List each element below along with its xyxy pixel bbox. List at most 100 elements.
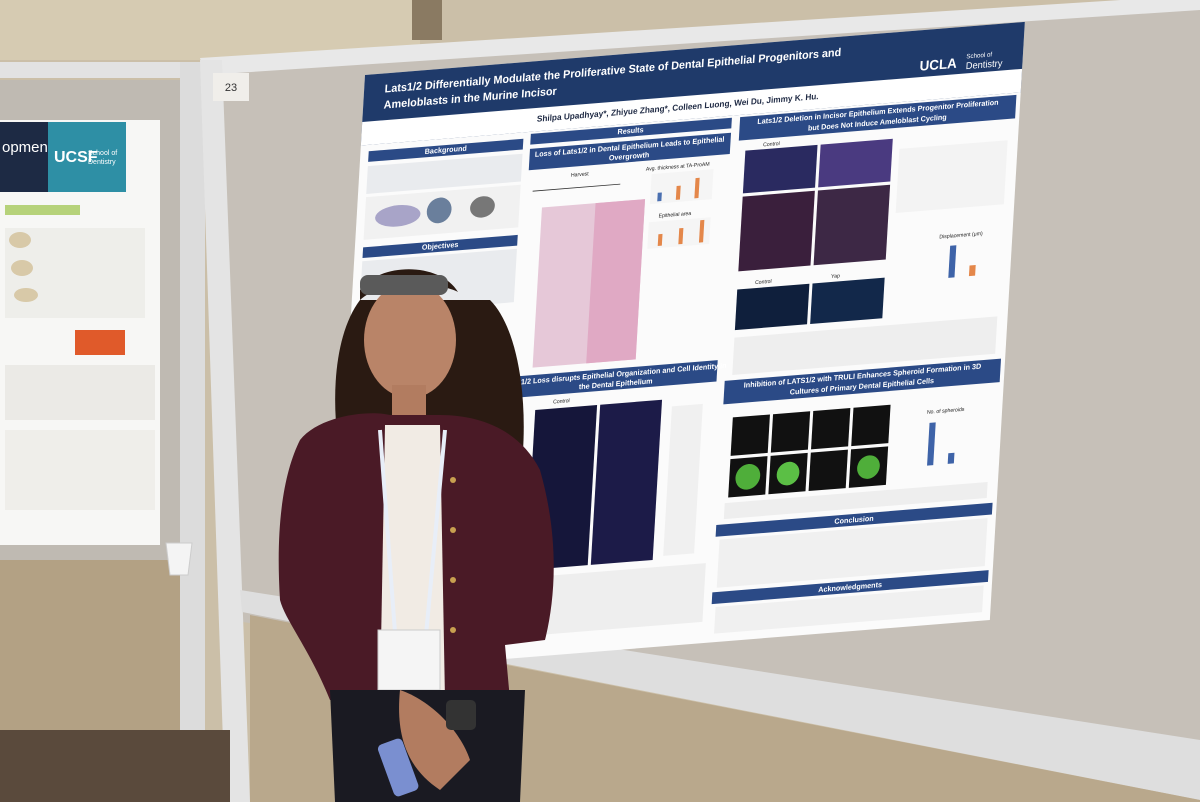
name-badge	[377, 629, 441, 691]
chart-title: No. of spheroids	[927, 407, 965, 416]
side-poster-section	[5, 205, 80, 215]
watch	[446, 700, 476, 730]
fluorescence-figure	[734, 283, 810, 331]
button	[450, 627, 456, 633]
person	[278, 269, 554, 802]
section-header	[715, 502, 993, 537]
timeline	[532, 183, 621, 192]
button	[450, 477, 456, 483]
panel-label: Control	[755, 279, 772, 286]
section-header	[515, 360, 718, 398]
text-block	[716, 518, 988, 588]
fluorescence-figure	[590, 399, 663, 565]
side-poster-text-block	[5, 365, 155, 420]
section-title: Background	[424, 143, 467, 156]
panel-label: Control	[553, 398, 570, 405]
section-title: Results	[617, 125, 644, 136]
text-block	[366, 153, 523, 194]
author-band	[360, 68, 1023, 146]
fluorescence-figure	[818, 138, 893, 188]
text-block	[723, 481, 988, 520]
spheroid-image	[808, 449, 848, 492]
main-board-frame	[200, 60, 250, 802]
bar-shape	[657, 192, 662, 202]
chart-title: Avg. thickness at TA-ProAM	[646, 162, 710, 173]
chart-area	[895, 140, 1008, 213]
fluorescence-figure	[738, 190, 815, 272]
floor	[0, 730, 230, 802]
bar-shape	[698, 219, 705, 243]
sunglasses	[360, 275, 448, 295]
figure-shape	[470, 196, 495, 218]
ucla-logo-school: Dentistry	[965, 58, 1003, 72]
button	[450, 527, 456, 533]
paper-cup	[165, 542, 193, 576]
ucla-logo-school: School of	[966, 51, 992, 60]
spheroid-image	[770, 411, 811, 453]
chart-title: Displacement (μm)	[939, 231, 983, 241]
bar-shape	[678, 227, 684, 245]
side-poster-logo: UCSF	[54, 149, 98, 166]
side-poster-text-block	[5, 430, 155, 510]
wall-strip	[412, 0, 442, 40]
bar-shape	[948, 245, 957, 278]
histology-figure	[586, 199, 646, 364]
left-board-frame	[0, 62, 190, 78]
fluorescence-figure	[810, 277, 885, 325]
left-board-frame	[180, 62, 205, 802]
side-poster-title: opment	[2, 139, 53, 156]
spheroid	[735, 463, 761, 490]
button	[450, 577, 456, 583]
section-header	[723, 358, 1002, 405]
side-poster-logo-box	[48, 122, 126, 192]
text-block	[714, 585, 984, 634]
panel-label: Control	[763, 141, 780, 148]
fluorescence-figure	[742, 144, 818, 194]
side-poster-figure-shape	[9, 232, 31, 248]
fluorescence-figure	[813, 184, 891, 266]
bar-shape	[947, 452, 955, 464]
section-header	[528, 132, 732, 171]
text-block	[732, 316, 998, 375]
side-poster-figure-shape	[14, 288, 38, 302]
spheroid-image	[730, 414, 770, 456]
spheroid	[776, 461, 800, 486]
side-poster-header	[0, 122, 48, 192]
section-title: Conclusion	[834, 514, 874, 526]
spheroid-image	[851, 404, 891, 447]
main-board-frame	[200, 0, 1200, 75]
timeline-label: Harvest	[571, 171, 590, 179]
side-poster-logo-school: School of	[88, 150, 117, 157]
board-number-card	[213, 73, 249, 101]
section-header	[362, 234, 518, 259]
section-title: Overgrowth	[609, 150, 650, 162]
section-title: Objectives	[422, 240, 459, 252]
side-poster-figure-heatmap	[75, 330, 125, 355]
section-header	[711, 570, 989, 605]
side-poster-figure-shape	[11, 260, 33, 276]
side-poster: opment UCSF School of Dentistry	[0, 120, 160, 545]
section-header	[368, 138, 524, 162]
chart-area	[663, 403, 703, 556]
bar-shape	[927, 422, 936, 466]
ucla-logo: UCLA	[919, 56, 957, 74]
bar-shape	[968, 265, 976, 277]
bar-shape	[657, 233, 663, 246]
figure-shape	[426, 197, 452, 224]
section-header	[530, 117, 732, 145]
bar-shape	[675, 185, 681, 200]
phone	[377, 738, 419, 797]
bar-shape	[694, 177, 700, 199]
board-number: 23	[225, 82, 237, 94]
hand	[399, 690, 470, 790]
spheroid-image	[811, 407, 851, 450]
section-header	[738, 94, 1017, 141]
side-poster-logo-school: Dentistry	[88, 159, 116, 166]
spheroid	[857, 455, 880, 479]
chart-title: Epithelial area	[658, 211, 691, 220]
figure-shape	[375, 205, 421, 227]
face	[364, 282, 456, 398]
panel-label: Yap	[831, 273, 840, 280]
